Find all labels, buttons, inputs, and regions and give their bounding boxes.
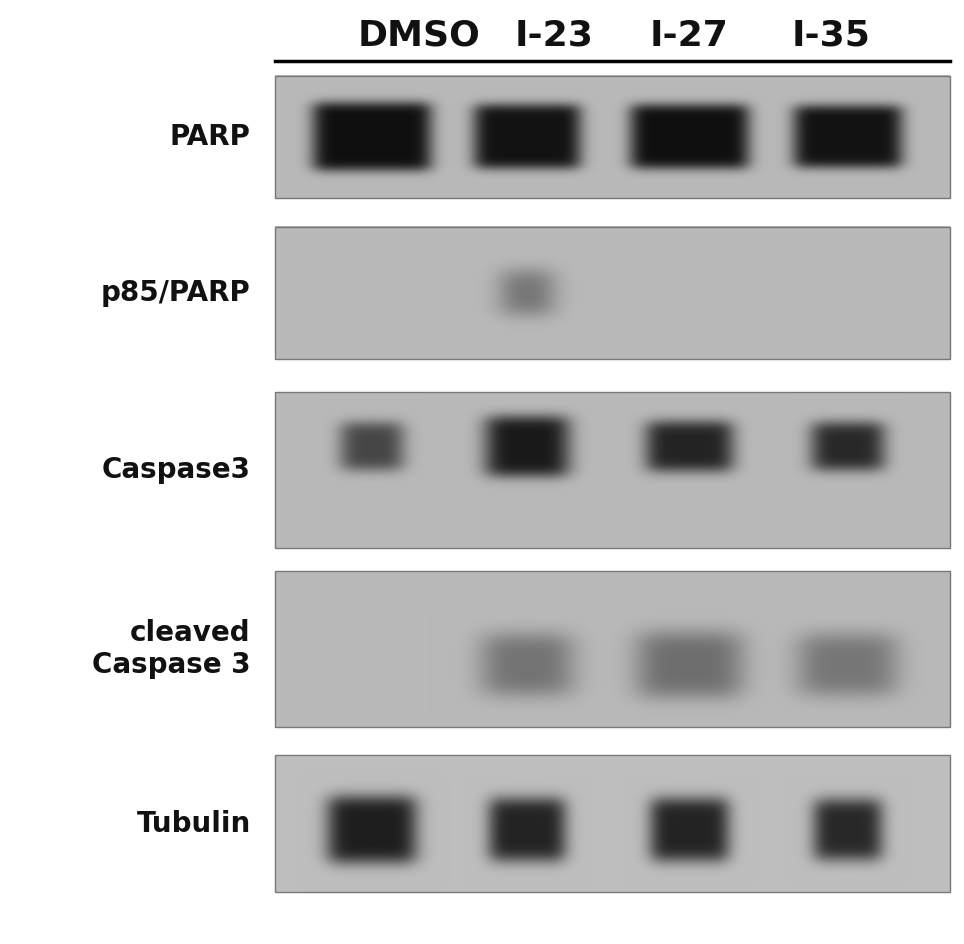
- Text: I-27: I-27: [650, 19, 729, 53]
- Bar: [275, 571, 950, 727]
- Bar: [275, 392, 950, 548]
- Text: cleaved
Caspase 3: cleaved Caspase 3: [92, 619, 251, 679]
- Bar: [275, 755, 950, 892]
- Text: I-23: I-23: [515, 19, 594, 53]
- Text: DMSO: DMSO: [358, 19, 481, 53]
- Text: I-35: I-35: [791, 19, 870, 53]
- Bar: [275, 76, 950, 198]
- Text: p85/PARP: p85/PARP: [101, 278, 251, 307]
- Text: Tubulin: Tubulin: [136, 810, 251, 837]
- Text: Caspase3: Caspase3: [101, 456, 251, 483]
- Bar: [275, 227, 950, 359]
- Text: PARP: PARP: [170, 123, 251, 151]
